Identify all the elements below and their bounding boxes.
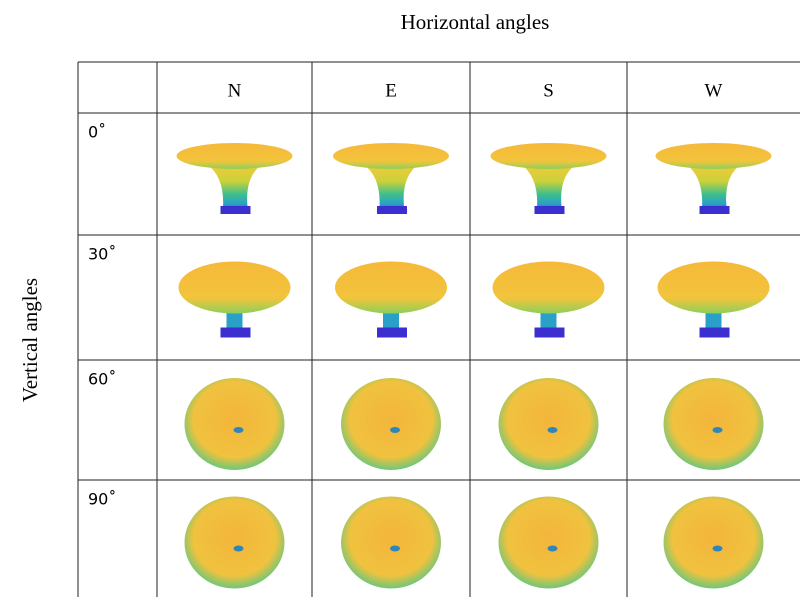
- tree-canopy: [499, 497, 599, 589]
- tree-canopy: [499, 378, 599, 470]
- table: N E S W 0˚ 30˚ 60˚ 90˚: [78, 62, 800, 597]
- tree-gap: [234, 546, 244, 552]
- tree-image: [333, 143, 449, 214]
- tree-image: [499, 378, 599, 470]
- tree-canopy: [341, 497, 441, 589]
- tree-base: [377, 206, 407, 214]
- page: Horizontal angles Vertical angles N E S W 0˚…: [0, 0, 800, 597]
- row-label: 0˚: [88, 123, 106, 142]
- tree-image: [499, 497, 599, 589]
- tree-base: [535, 328, 565, 338]
- tree-gap: [713, 546, 723, 552]
- tree-image: [658, 262, 770, 338]
- tree-canopy: [335, 262, 447, 314]
- column-header: E: [385, 80, 397, 101]
- tree-canopy: [491, 143, 607, 169]
- tree-image: [179, 262, 291, 338]
- tree-base: [700, 206, 730, 214]
- row-label: 60˚: [88, 370, 116, 389]
- side-label: Vertical angles: [18, 278, 42, 402]
- tree-canopy: [179, 262, 291, 314]
- tree-image: [185, 497, 285, 589]
- column-header: W: [705, 80, 723, 101]
- tree-canopy: [341, 378, 441, 470]
- tree-base: [535, 206, 565, 214]
- tree-image: [341, 497, 441, 589]
- tree-gap: [548, 546, 558, 552]
- tree-image: [177, 143, 293, 214]
- tree-canopy: [493, 262, 605, 314]
- tree-gap: [713, 427, 723, 433]
- tree-gap: [234, 427, 244, 433]
- row-label: 30˚: [88, 245, 116, 264]
- figure: Horizontal angles Vertical angles N E S W 0˚…: [0, 0, 800, 597]
- tree-canopy: [658, 262, 770, 314]
- tree-base: [377, 328, 407, 338]
- tree-image: [491, 143, 607, 214]
- tree-canopy: [333, 143, 449, 169]
- column-header: S: [543, 80, 554, 101]
- tree-base: [221, 206, 251, 214]
- tree-canopy: [656, 143, 772, 169]
- tree-base: [700, 328, 730, 338]
- tree-canopy: [185, 497, 285, 589]
- tree-image: [664, 497, 764, 589]
- column-header: N: [228, 80, 242, 101]
- tree-canopy: [664, 497, 764, 589]
- tree-canopy: [177, 143, 293, 169]
- tree-canopy: [664, 378, 764, 470]
- title: Horizontal angles: [401, 10, 550, 34]
- tree-canopy: [185, 378, 285, 470]
- tree-gap: [390, 546, 400, 552]
- tree-image: [185, 378, 285, 470]
- tree-gap: [548, 427, 558, 433]
- tree-image: [341, 378, 441, 470]
- tree-image: [656, 143, 772, 214]
- row-label: 90˚: [88, 490, 116, 509]
- tree-image: [664, 378, 764, 470]
- tree-base: [221, 328, 251, 338]
- tree-gap: [390, 427, 400, 433]
- tree-image: [493, 262, 605, 338]
- tree-image: [335, 262, 447, 338]
